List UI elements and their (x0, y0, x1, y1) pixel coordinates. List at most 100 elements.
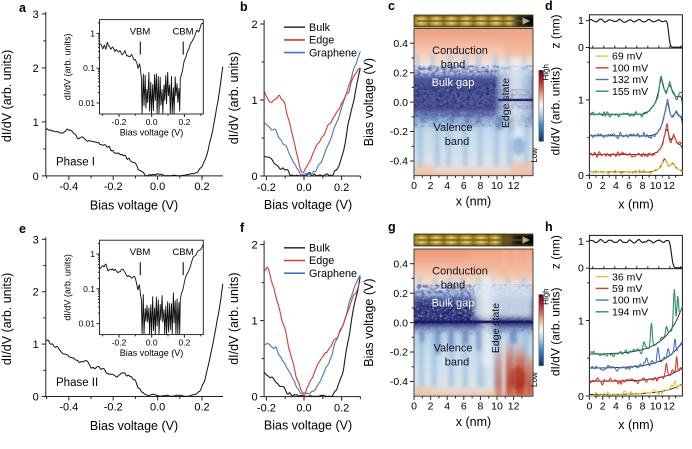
svg-text:x (nm): x (nm) (456, 415, 491, 429)
svg-text:Bulk gap: Bulk gap (432, 298, 475, 310)
svg-text:0.2: 0.2 (393, 288, 408, 300)
svg-text:z (nm): z (nm) (549, 235, 563, 269)
svg-text:-0.2: -0.2 (104, 402, 123, 414)
svg-text:0.2: 0.2 (178, 117, 190, 127)
svg-text:Edge state: Edge state (490, 303, 502, 353)
svg-text:x (nm): x (nm) (456, 195, 491, 209)
svg-text:Phase I: Phase I (56, 156, 95, 168)
svg-text:4: 4 (613, 401, 619, 413)
svg-text:8: 8 (477, 401, 483, 413)
svg-text:0: 0 (578, 391, 584, 403)
svg-text:Bulk: Bulk (309, 22, 331, 34)
svg-text:59 mV: 59 mV (612, 283, 642, 295)
svg-text:Low: Low (530, 148, 539, 163)
svg-text:-0.2: -0.2 (390, 126, 408, 138)
svg-text:0.0: 0.0 (296, 403, 311, 415)
svg-text:0.0: 0.0 (150, 402, 165, 414)
svg-text:0.2: 0.2 (393, 67, 408, 79)
svg-text:0: 0 (33, 392, 39, 404)
svg-text:Low: Low (530, 372, 539, 387)
svg-text:dI/dV (arb. units): dI/dV (arb. units) (0, 273, 14, 365)
svg-text:-0.4: -0.4 (390, 376, 408, 388)
svg-text:Bias voltage (V): Bias voltage (V) (120, 128, 184, 138)
svg-text:4: 4 (444, 401, 450, 413)
svg-text:0.01: 0.01 (78, 319, 95, 329)
svg-text:0.0: 0.0 (393, 97, 408, 109)
svg-text:-0.2: -0.2 (390, 347, 408, 359)
svg-text:Valence: Valence (434, 343, 473, 355)
svg-text:10: 10 (491, 180, 503, 192)
svg-text:1: 1 (578, 315, 584, 327)
svg-text:0.0: 0.0 (146, 338, 158, 348)
svg-text:6: 6 (626, 401, 632, 413)
svg-text:b: b (240, 0, 248, 14)
svg-text:CBM: CBM (172, 247, 193, 258)
svg-text:10: 10 (650, 401, 662, 413)
svg-text:12: 12 (663, 401, 675, 413)
svg-text:2: 2 (33, 287, 39, 299)
svg-text:12: 12 (508, 401, 520, 413)
svg-text:Bias voltage (V): Bias voltage (V) (90, 419, 178, 433)
svg-text:e: e (19, 222, 26, 236)
svg-text:dI/dV (arb. units): dI/dV (arb. units) (549, 67, 563, 156)
svg-text:Bulk: Bulk (309, 243, 331, 255)
svg-text:Edge: Edge (309, 35, 334, 47)
svg-text:2: 2 (600, 401, 606, 413)
svg-text:1: 1 (33, 117, 39, 129)
svg-text:Bias voltage (V): Bias voltage (V) (362, 58, 376, 146)
svg-text:Valence: Valence (434, 122, 473, 134)
svg-text:0.01: 0.01 (78, 98, 95, 108)
svg-text:dI/dV (arb. units): dI/dV (arb. units) (0, 50, 14, 142)
svg-text:Phase II: Phase II (56, 377, 98, 389)
svg-text:Conduction: Conduction (432, 45, 488, 57)
svg-text:0.0: 0.0 (393, 317, 408, 329)
svg-text:155 mV: 155 mV (612, 86, 648, 98)
svg-text:dI/dV (arb. units): dI/dV (arb. units) (63, 34, 73, 101)
svg-text:Graphene: Graphene (309, 47, 357, 59)
svg-text:10: 10 (491, 401, 503, 413)
svg-text:CBM: CBM (172, 27, 193, 38)
svg-text:0: 0 (411, 180, 417, 192)
svg-text:36 mV: 36 mV (612, 271, 642, 283)
svg-text:g: g (388, 220, 396, 234)
svg-text:0.0: 0.0 (296, 182, 311, 194)
svg-text:0: 0 (578, 42, 584, 54)
svg-text:0.1: 0.1 (83, 284, 95, 294)
svg-text:-0.4: -0.4 (59, 181, 78, 193)
svg-text:band: band (445, 357, 469, 369)
svg-text:Bias voltage (V): Bias voltage (V) (120, 348, 184, 358)
svg-text:band: band (445, 136, 469, 148)
svg-text:Bias voltage (V): Bias voltage (V) (264, 198, 352, 212)
svg-text:6: 6 (626, 180, 632, 192)
svg-text:1: 1 (33, 339, 39, 351)
svg-text:VBM: VBM (130, 247, 151, 258)
svg-text:0: 0 (578, 263, 584, 275)
svg-text:1: 1 (578, 95, 584, 107)
svg-text:a: a (19, 1, 27, 15)
svg-text:1: 1 (578, 15, 584, 27)
svg-text:High: High (542, 288, 551, 304)
svg-text:2: 2 (600, 180, 606, 192)
svg-text:x (nm): x (nm) (618, 197, 653, 211)
svg-text:z (nm): z (nm) (549, 15, 563, 49)
svg-text:0: 0 (411, 401, 417, 413)
svg-text:0.0: 0.0 (150, 181, 165, 193)
svg-text:Bias voltage (V): Bias voltage (V) (362, 278, 376, 366)
svg-text:0: 0 (586, 180, 592, 192)
svg-text:0.0: 0.0 (146, 117, 158, 127)
svg-text:-0.2: -0.2 (257, 182, 276, 194)
svg-text:0: 0 (251, 171, 257, 183)
svg-text:0: 0 (578, 170, 584, 182)
svg-text:0.4: 0.4 (393, 258, 408, 270)
svg-text:-0.2: -0.2 (112, 338, 127, 348)
svg-text:1: 1 (251, 316, 257, 328)
svg-text:0.4: 0.4 (393, 38, 408, 50)
svg-text:0: 0 (33, 171, 39, 183)
svg-text:194 mV: 194 mV (612, 306, 648, 318)
svg-text:0.2: 0.2 (194, 181, 209, 193)
svg-text:10: 10 (650, 180, 662, 192)
svg-text:Bias voltage (V): Bias voltage (V) (264, 419, 352, 433)
svg-text:8: 8 (640, 180, 646, 192)
svg-text:0: 0 (251, 392, 257, 404)
svg-text:2: 2 (428, 180, 434, 192)
